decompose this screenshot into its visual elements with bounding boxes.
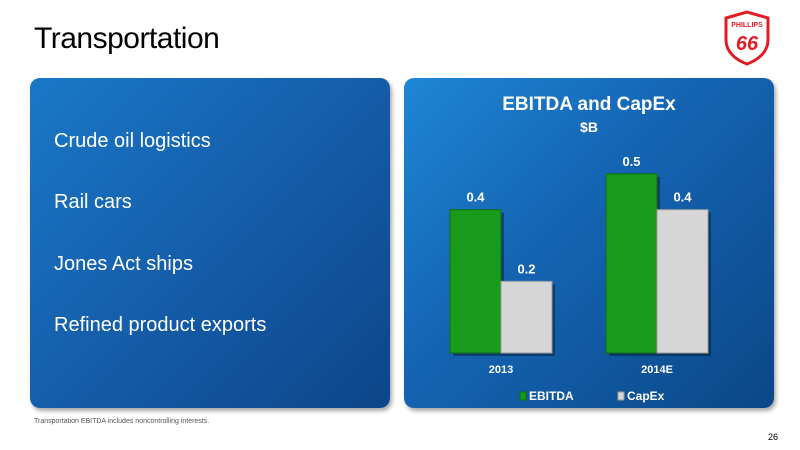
data-label: 0.4	[673, 190, 692, 205]
bullet-item: Rail cars	[54, 191, 132, 213]
phillips-66-shield-icon: PHILLIPS 66	[724, 10, 770, 66]
category-label: 2014E	[641, 364, 673, 376]
ebitda-bar	[449, 209, 502, 354]
footnote: Transportation EBITDA includes noncontro…	[34, 418, 210, 425]
chart-panel: 0.4 0.2 2013 0.5 0.4 2014E EBITDA CapEx EBITDA …	[404, 78, 774, 408]
capex-bar	[656, 209, 709, 354]
data-label: 0.2	[517, 261, 535, 276]
phillips-66-logo: PHILLIPS 66	[722, 10, 772, 66]
legend-swatch	[519, 391, 527, 401]
bullet-item: Jones Act ships	[54, 253, 193, 275]
chart-subtitle: $B	[580, 119, 598, 135]
logo-text-top: PHILLIPS	[731, 22, 763, 29]
bullet-item: Refined product exports	[54, 314, 267, 336]
legend-label: CapEx	[627, 389, 665, 403]
ebitda-bar	[605, 173, 658, 354]
data-label: 0.4	[466, 190, 485, 205]
capex-bar	[500, 280, 553, 354]
bullet-item: Crude oil logistics	[54, 130, 211, 152]
logo-text-main: 66	[736, 33, 759, 55]
page-number: 26	[767, 432, 778, 442]
bullet-panel: Crude oil logistics Rail cars Jones Act …	[30, 78, 390, 408]
data-label: 0.5	[622, 154, 640, 169]
bar-chart: 0.4 0.2 2013 0.5 0.4 2014E EBITDA CapEx	[449, 154, 711, 403]
chart-title: EBITDA and CapEx	[502, 94, 676, 115]
legend-swatch	[617, 391, 625, 401]
category-label: 2013	[489, 364, 513, 376]
legend-label: EBITDA	[529, 389, 574, 403]
slide-title: Transportation	[34, 22, 220, 55]
